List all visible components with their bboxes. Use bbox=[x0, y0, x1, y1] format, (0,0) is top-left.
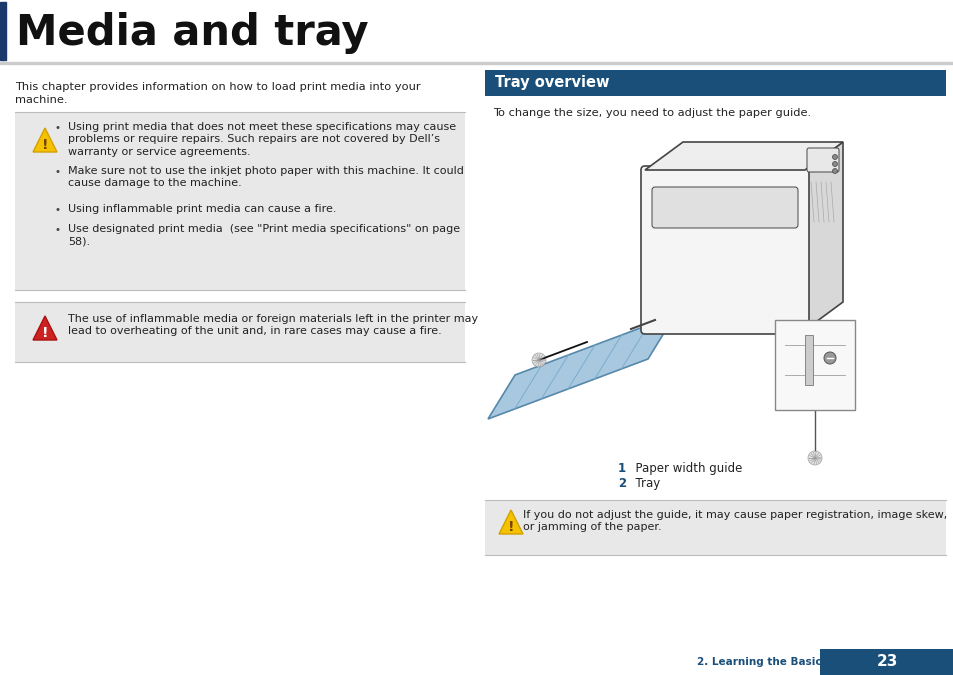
Text: 58).: 58). bbox=[68, 236, 90, 246]
Text: •: • bbox=[55, 123, 61, 133]
Circle shape bbox=[832, 169, 837, 173]
Text: !: ! bbox=[42, 326, 49, 340]
Text: If you do not adjust the guide, it may cause paper registration, image skew,: If you do not adjust the guide, it may c… bbox=[522, 510, 946, 520]
Bar bbox=[484, 70, 945, 96]
Text: •: • bbox=[55, 167, 61, 177]
Text: Tray: Tray bbox=[627, 477, 659, 490]
FancyBboxPatch shape bbox=[640, 166, 808, 334]
Polygon shape bbox=[644, 142, 842, 170]
Circle shape bbox=[823, 352, 835, 364]
FancyBboxPatch shape bbox=[651, 187, 797, 228]
Text: problems or require repairs. Such repairs are not covered by Dell’s: problems or require repairs. Such repair… bbox=[68, 134, 439, 144]
Text: •: • bbox=[55, 205, 61, 215]
Text: Use designated print media  (see "Print media specifications" on page: Use designated print media (see "Print m… bbox=[68, 224, 459, 234]
Circle shape bbox=[807, 451, 821, 465]
Text: !: ! bbox=[42, 138, 49, 152]
Polygon shape bbox=[498, 510, 522, 534]
Bar bbox=[484, 500, 945, 555]
Bar bbox=[820, 649, 953, 675]
Bar bbox=[0, 62, 953, 64]
Text: 1: 1 bbox=[618, 462, 625, 475]
Bar bbox=[804, 335, 812, 385]
Polygon shape bbox=[804, 142, 842, 330]
Text: 23: 23 bbox=[876, 655, 897, 670]
FancyBboxPatch shape bbox=[806, 148, 838, 172]
Text: machine.: machine. bbox=[15, 95, 68, 105]
Polygon shape bbox=[488, 315, 675, 419]
Text: or jamming of the paper.: or jamming of the paper. bbox=[522, 522, 661, 533]
Text: Using print media that does not meet these specifications may cause: Using print media that does not meet the… bbox=[68, 122, 456, 132]
Text: lead to overheating of the unit and, in rare cases may cause a fire.: lead to overheating of the unit and, in … bbox=[68, 327, 441, 337]
Circle shape bbox=[832, 161, 837, 167]
Text: This chapter provides information on how to load print media into your: This chapter provides information on how… bbox=[15, 82, 420, 92]
Circle shape bbox=[832, 155, 837, 159]
Text: cause damage to the machine.: cause damage to the machine. bbox=[68, 178, 241, 188]
Polygon shape bbox=[33, 128, 57, 152]
Text: 2: 2 bbox=[618, 477, 625, 490]
Bar bbox=[0, 2, 6, 60]
Text: Make sure not to use the inkjet photo paper with this machine. It could: Make sure not to use the inkjet photo pa… bbox=[68, 166, 463, 176]
Text: The use of inflammable media or foreign materials left in the printer may: The use of inflammable media or foreign … bbox=[68, 314, 477, 324]
Text: To change the size, you need to adjust the paper guide.: To change the size, you need to adjust t… bbox=[493, 108, 810, 118]
Text: !: ! bbox=[507, 520, 514, 534]
Text: Tray overview: Tray overview bbox=[495, 76, 609, 90]
Bar bbox=[15, 302, 464, 362]
Circle shape bbox=[532, 353, 545, 367]
Bar bbox=[15, 112, 464, 290]
Text: warranty or service agreements.: warranty or service agreements. bbox=[68, 147, 251, 157]
Text: 2. Learning the Basic Usage: 2. Learning the Basic Usage bbox=[697, 657, 862, 667]
Text: Media and tray: Media and tray bbox=[16, 12, 368, 54]
Text: Using inflammable print media can cause a fire.: Using inflammable print media can cause … bbox=[68, 204, 336, 214]
Bar bbox=[774, 320, 854, 410]
Polygon shape bbox=[33, 316, 57, 340]
Text: Paper width guide: Paper width guide bbox=[627, 462, 741, 475]
Text: •: • bbox=[55, 225, 61, 235]
